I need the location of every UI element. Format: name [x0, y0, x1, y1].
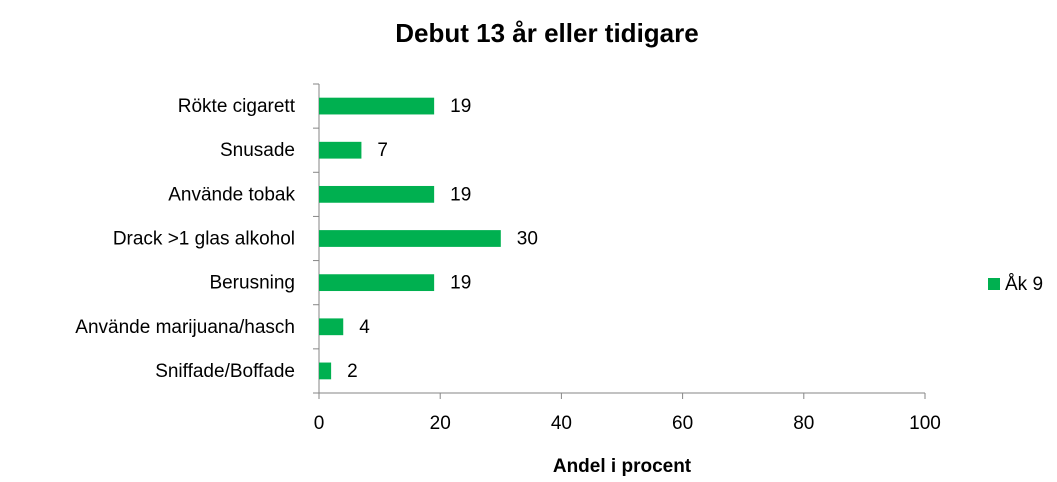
x-axis-label: Andel i procent [553, 456, 692, 477]
y-tick-label: Berusning [209, 273, 295, 294]
data-label: 7 [377, 140, 388, 161]
y-tick-label: Rökte cigarett [178, 96, 296, 117]
bar [319, 230, 501, 247]
data-label: 19 [450, 184, 471, 205]
data-label: 30 [517, 229, 538, 250]
data-label: 4 [359, 317, 370, 338]
bar [319, 362, 332, 380]
data-label: 19 [450, 273, 471, 294]
x-tick-label: 60 [672, 413, 693, 434]
legend-label: Åk 9 [1005, 274, 1043, 295]
data-label: 2 [347, 361, 358, 382]
data-label: 19 [450, 96, 471, 117]
bar [319, 185, 435, 203]
y-tick-label: Använde tobak [168, 184, 295, 205]
x-tick-label: 40 [551, 413, 572, 434]
y-tick-label: Använde marijuana/hasch [75, 317, 295, 338]
x-tick-label: 0 [314, 413, 325, 434]
legend-swatch [988, 278, 1000, 290]
x-tick-label: 80 [793, 413, 814, 434]
y-tick-label: Drack >1 glas alkohol [113, 229, 295, 250]
x-tick-label: 100 [909, 413, 941, 434]
bar [319, 97, 435, 115]
y-tick-label: Sniffade/Boffade [155, 361, 295, 382]
chart-title: Debut 13 år eller tidigare [395, 18, 698, 48]
bar [319, 274, 435, 292]
y-tick-label: Snusade [220, 140, 295, 161]
bar [319, 318, 344, 336]
x-tick-label: 20 [430, 413, 451, 434]
bar [319, 141, 362, 159]
